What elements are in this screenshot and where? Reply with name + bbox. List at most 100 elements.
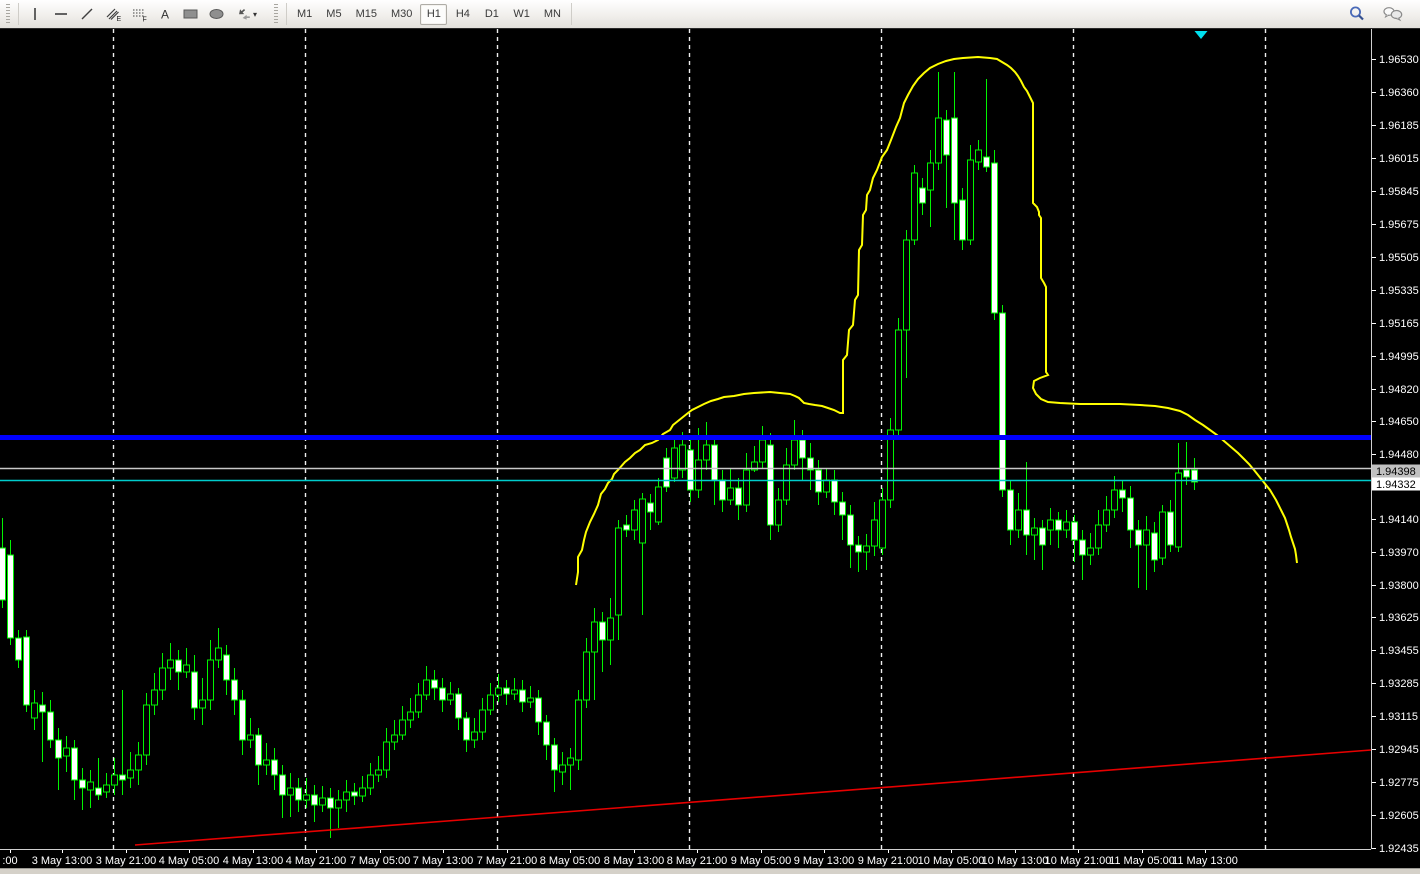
timeframe-m15[interactable]: M15 bbox=[350, 4, 383, 25]
price-tick-label: 1.93285 bbox=[1379, 678, 1419, 690]
time-tick-label: 10 May 13:00 bbox=[982, 855, 1049, 867]
price-tick-label: 1.95165 bbox=[1379, 318, 1419, 330]
timeframe-w1[interactable]: W1 bbox=[507, 4, 536, 25]
timeframe-m30[interactable]: M30 bbox=[385, 4, 418, 25]
svg-text:E: E bbox=[117, 16, 122, 22]
price-tick-label: 1.92775 bbox=[1379, 777, 1419, 789]
time-tick-label: 8 May 13:00 bbox=[604, 855, 665, 867]
dropdown-caret-icon: ▾ bbox=[252, 9, 257, 19]
timeframe-m1[interactable]: M1 bbox=[291, 4, 318, 25]
price-tick-label: 1.96360 bbox=[1379, 87, 1419, 99]
equidistant-channel-button[interactable]: E bbox=[100, 3, 126, 26]
price-tick-label: 1.95845 bbox=[1379, 186, 1419, 198]
horizontal-line-button[interactable] bbox=[48, 3, 74, 26]
price-tick-label: 1.93800 bbox=[1379, 580, 1419, 592]
price-tick-label: 1.95675 bbox=[1379, 219, 1419, 231]
time-tick-label: 7 May 13:00 bbox=[413, 855, 474, 867]
price-tick-label: 1.94480 bbox=[1379, 449, 1419, 461]
timeframe-mn[interactable]: MN bbox=[538, 4, 567, 25]
price-tick-label: 1.96015 bbox=[1379, 153, 1419, 165]
text-tool-icon: A bbox=[157, 6, 173, 22]
price-tick-label: 1.93455 bbox=[1379, 645, 1419, 657]
time-tick-label: 3 May 13:00 bbox=[32, 855, 93, 867]
timeframe-m5[interactable]: M5 bbox=[320, 4, 347, 25]
candles-layer bbox=[0, 72, 1198, 838]
chat-bubbles-icon bbox=[1382, 5, 1404, 23]
price-tick-label: 1.94995 bbox=[1379, 351, 1419, 363]
time-tick-label: :00 bbox=[2, 855, 17, 867]
fibonacci-button[interactable]: F bbox=[126, 3, 152, 26]
vertical-line-icon bbox=[27, 6, 43, 22]
time-tick-label: 9 May 05:00 bbox=[731, 855, 792, 867]
time-axis[interactable]: :00 3 May 13:00 3 May 21:00 4 May 05:00 4 Ma… bbox=[2, 850, 1238, 867]
trendline-button[interactable] bbox=[74, 3, 100, 26]
arrows-button[interactable]: ▾ bbox=[230, 3, 264, 26]
ask-price-box bbox=[1372, 477, 1420, 491]
trendline-icon bbox=[79, 6, 95, 22]
time-tick-label: 10 May 21:00 bbox=[1045, 855, 1112, 867]
price-tick-label: 1.93115 bbox=[1379, 711, 1418, 723]
price-tick-label: 1.94820 bbox=[1379, 384, 1419, 396]
chart-shift-marker-icon[interactable] bbox=[1194, 31, 1208, 39]
svg-text:A: A bbox=[161, 8, 169, 22]
time-tick-label: 9 May 13:00 bbox=[794, 855, 855, 867]
window-bottom-edge bbox=[0, 868, 1420, 874]
time-tick-label: 11 May 13:00 bbox=[1172, 855, 1238, 867]
time-tick-label: 3 May 21:00 bbox=[96, 855, 157, 867]
chart-area[interactable]: 1.96530 1.96360 1.96185 1.96015 1.95845 1.956… bbox=[0, 29, 1420, 868]
ellipse-icon bbox=[208, 6, 226, 22]
timeframe-d1[interactable]: D1 bbox=[478, 4, 505, 25]
toolbar-separator-2 bbox=[286, 3, 287, 25]
price-tick-label: 1.96185 bbox=[1379, 120, 1419, 132]
bid-price-box-label: 1.94398 bbox=[1376, 466, 1416, 478]
price-tick-label: 1.93970 bbox=[1379, 547, 1419, 559]
price-tick-label: 1.92435 bbox=[1379, 843, 1419, 855]
toolbar-separator bbox=[18, 3, 19, 25]
price-tick-label: 1.95505 bbox=[1379, 252, 1419, 264]
time-tick-label: 7 May 21:00 bbox=[477, 855, 538, 867]
toolbar-separator-3 bbox=[570, 3, 572, 25]
price-tick-label: 1.92605 bbox=[1379, 810, 1419, 822]
ask-price-box-label: 1.94332 bbox=[1376, 479, 1416, 491]
red-trendline[interactable] bbox=[134, 749, 1372, 846]
time-tick-label: 4 May 13:00 bbox=[223, 855, 284, 867]
ellipse-button[interactable] bbox=[204, 3, 230, 26]
timeframe-h1[interactable]: H1 bbox=[420, 3, 448, 25]
time-tick-label: 10 May 05:00 bbox=[918, 855, 985, 867]
magnifier-button[interactable] bbox=[1344, 3, 1370, 26]
time-tick-label: 8 May 05:00 bbox=[540, 855, 601, 867]
yellow-indicator-line[interactable] bbox=[575, 55, 1298, 586]
price-tick-label: 1.95335 bbox=[1379, 285, 1419, 297]
price-axis[interactable]: 1.96530 1.96360 1.96185 1.96015 1.95845 1.956… bbox=[1372, 54, 1420, 855]
svg-text:F: F bbox=[143, 17, 147, 23]
rectangle-button[interactable] bbox=[178, 3, 204, 26]
text-tool-button[interactable]: A bbox=[152, 3, 178, 26]
arrows-icon bbox=[237, 6, 252, 22]
rectangle-icon bbox=[182, 6, 200, 22]
toolbar-grip[interactable] bbox=[6, 4, 10, 24]
time-tick-label: 9 May 21:00 bbox=[858, 855, 919, 867]
timeframe-h4[interactable]: H4 bbox=[449, 4, 476, 25]
time-tick-label: 7 May 05:00 bbox=[350, 855, 411, 867]
price-tick-label: 1.94140 bbox=[1379, 514, 1419, 526]
chat-bubbles-button[interactable] bbox=[1380, 3, 1406, 26]
chart-canvas[interactable]: 1.96530 1.96360 1.96185 1.96015 1.95845 1.956… bbox=[0, 29, 1420, 868]
time-tick-label: 8 May 21:00 bbox=[667, 855, 728, 867]
vertical-line-button[interactable] bbox=[22, 3, 48, 26]
toolbar-right-group bbox=[1344, 3, 1416, 26]
time-tick-label: 11 May 05:00 bbox=[1109, 855, 1175, 867]
fibonacci-icon: F bbox=[131, 6, 147, 22]
price-tick-label: 1.93625 bbox=[1379, 612, 1419, 624]
magnifier-icon bbox=[1348, 5, 1366, 23]
timeframe-toolbar-grip[interactable] bbox=[274, 4, 278, 24]
toolbar: E F A ▾ M1 M5 M15 M30 bbox=[0, 0, 1420, 29]
bid-price-box bbox=[1372, 464, 1420, 478]
price-tick-label: 1.96530 bbox=[1379, 54, 1419, 66]
time-tick-label: 4 May 21:00 bbox=[286, 855, 347, 867]
price-tick-label: 1.94650 bbox=[1379, 416, 1419, 428]
equidistant-channel-icon: E bbox=[105, 6, 121, 22]
price-tick-label: 1.92945 bbox=[1379, 744, 1419, 756]
horizontal-line-icon bbox=[53, 6, 69, 22]
time-tick-label: 4 May 05:00 bbox=[159, 855, 220, 867]
